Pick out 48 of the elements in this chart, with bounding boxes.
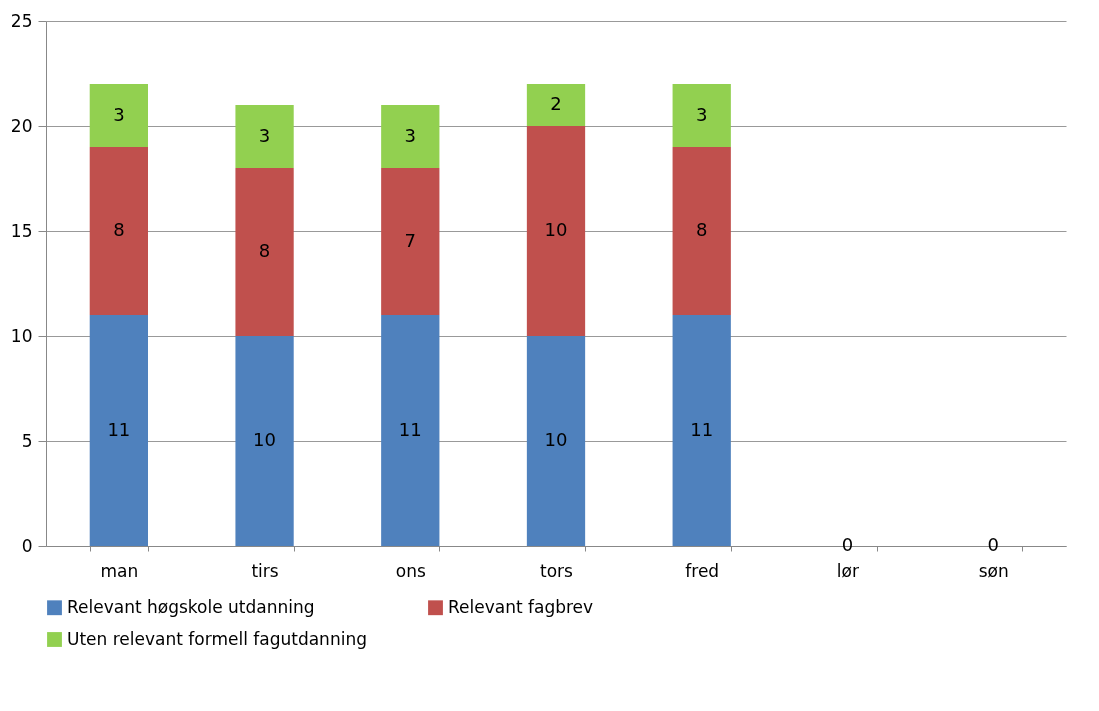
- bar: [381, 168, 440, 315]
- bar: [235, 105, 294, 168]
- y-tick-label: 15: [10, 220, 33, 241]
- bar: [381, 105, 440, 168]
- y-tick-label: 20: [10, 115, 33, 136]
- bar: [672, 84, 731, 147]
- bar: [526, 126, 586, 336]
- data-label: 10: [253, 429, 277, 450]
- data-label: 8: [695, 219, 708, 240]
- data-label: 10: [544, 219, 568, 240]
- x-tick-label: man: [100, 560, 139, 581]
- legend-label: Relevant fagbrev: [448, 596, 594, 617]
- x-tick-label: lør: [836, 560, 859, 581]
- bar: [89, 315, 148, 546]
- y-tick-label: 0: [21, 535, 33, 556]
- legend-label: Relevant høgskole utdanning: [67, 596, 315, 617]
- x-tick-label: søn: [978, 560, 1009, 581]
- data-label: 2: [550, 93, 562, 114]
- y-tick-label: 5: [21, 430, 33, 451]
- data-label: 11: [107, 418, 131, 440]
- data-label: 3: [258, 124, 271, 146]
- x-tick-label: tirs: [251, 560, 279, 581]
- y-tick-label: 25: [10, 10, 33, 31]
- bar: [89, 84, 148, 147]
- data-label: 0: [987, 534, 999, 555]
- legend-label: Uten relevant formell fagutdanning: [67, 628, 367, 649]
- y-tick-label: 10: [10, 325, 33, 346]
- bar: [89, 147, 148, 315]
- data-label: 7: [404, 229, 417, 251]
- data-label: 8: [113, 219, 125, 240]
- data-label: 3: [404, 124, 417, 146]
- data-label: 10: [544, 429, 568, 450]
- data-label: 8: [258, 240, 271, 261]
- data-label: 11: [690, 418, 714, 440]
- data-label: 3: [695, 103, 708, 125]
- x-tick-label: tors: [540, 560, 574, 581]
- bar: [672, 315, 731, 546]
- bar: [235, 336, 294, 546]
- data-label: 0: [841, 534, 854, 555]
- data-label: 3: [113, 103, 125, 125]
- bar: [381, 315, 440, 546]
- bar: [672, 147, 731, 315]
- bar: [526, 84, 586, 126]
- bar: [526, 336, 586, 546]
- data-label: 11: [398, 418, 422, 440]
- bar: [235, 168, 294, 336]
- x-tick-label: fred: [685, 560, 720, 581]
- x-tick-label: ons: [395, 560, 426, 581]
